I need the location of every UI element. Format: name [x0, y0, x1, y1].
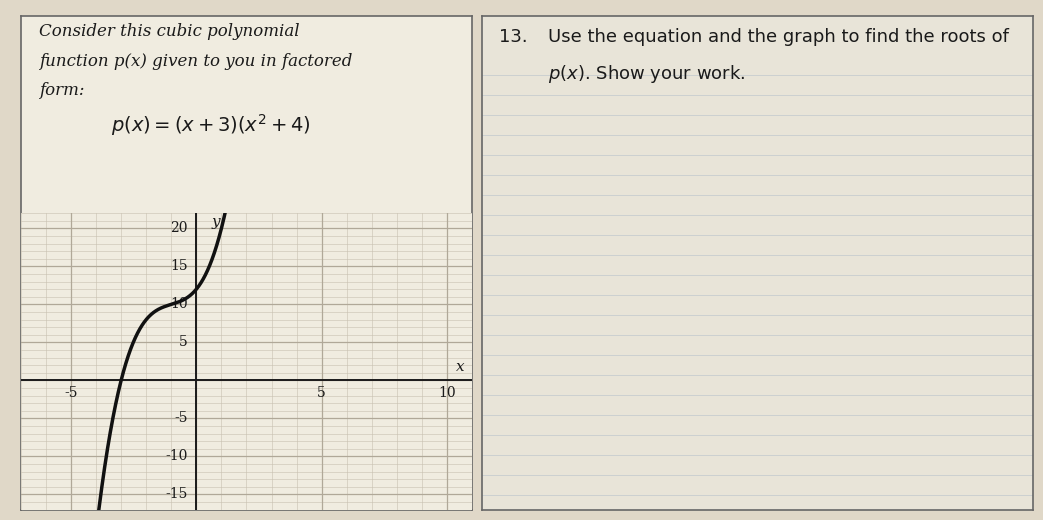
- Text: 13.: 13.: [499, 28, 527, 46]
- Text: form:: form:: [39, 82, 84, 99]
- Text: Use the equation and the graph to find the roots of: Use the equation and the graph to find t…: [549, 28, 1009, 46]
- Text: $p(x) = (x + 3)(x^2 + 4)$: $p(x) = (x + 3)(x^2 + 4)$: [112, 112, 311, 138]
- Text: $p(x)$. Show your work.: $p(x)$. Show your work.: [549, 62, 746, 85]
- Text: function p(x) given to you in factored: function p(x) given to you in factored: [39, 53, 353, 70]
- Text: Consider this cubic polynomial: Consider this cubic polynomial: [39, 23, 299, 40]
